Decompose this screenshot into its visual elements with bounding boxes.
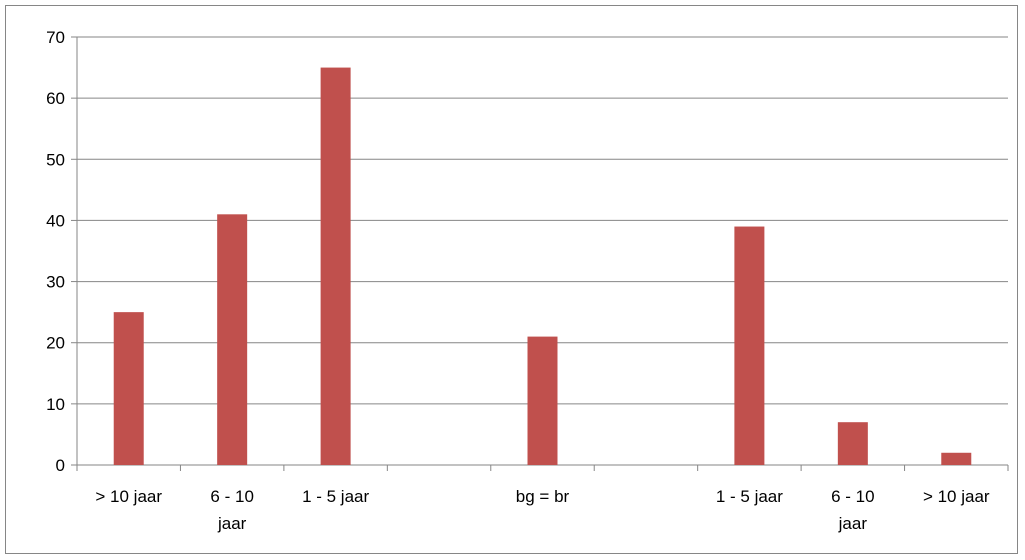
x-tick-label: bg = br	[516, 487, 570, 506]
x-tick-label: 6 - 10	[831, 487, 874, 506]
y-tick-label: 20	[46, 334, 65, 353]
x-tick-label: > 10 jaar	[923, 487, 990, 506]
y-tick-label: 70	[46, 28, 65, 47]
y-tick-label: 0	[56, 456, 65, 475]
y-tick-label: 50	[46, 150, 65, 169]
x-tick-label: jaar	[217, 514, 247, 533]
bar	[837, 422, 868, 465]
x-tick-label: jaar	[838, 514, 868, 533]
bar	[734, 226, 765, 465]
x-tick-label: 1 - 5 jaar	[302, 487, 369, 506]
y-tick-label: 40	[46, 211, 65, 230]
bar	[113, 312, 144, 465]
y-tick-label: 60	[46, 89, 65, 108]
x-tick-label: > 10 jaar	[95, 487, 162, 506]
bar	[941, 452, 972, 465]
bar	[217, 214, 248, 465]
bar	[527, 336, 558, 465]
bar	[320, 67, 351, 466]
x-tick-label: 6 - 10	[210, 487, 253, 506]
y-tick-label: 10	[46, 395, 65, 414]
x-tick-label: 1 - 5 jaar	[716, 487, 783, 506]
y-tick-label: 30	[46, 273, 65, 292]
